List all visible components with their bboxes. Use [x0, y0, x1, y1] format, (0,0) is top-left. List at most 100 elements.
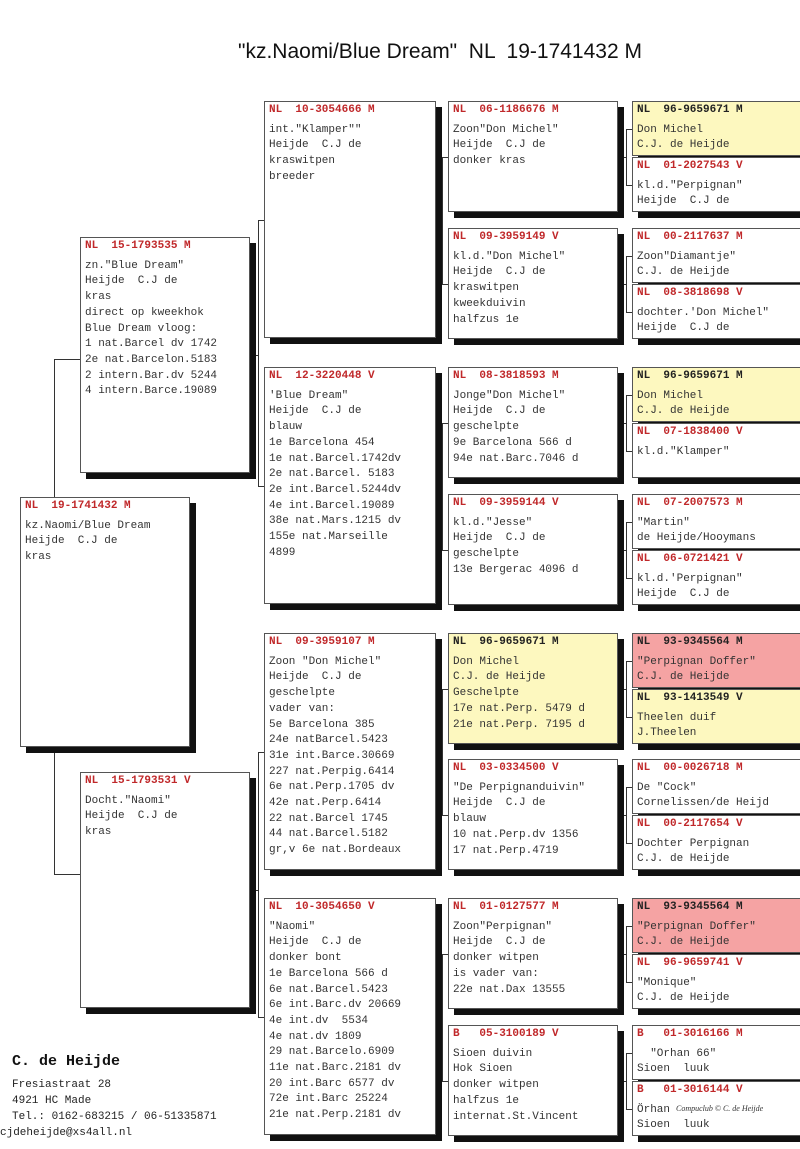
ancestor-bird-card[interactable]: NL 15-1793535 M zn."Blue Dream" Heijde C.J… [80, 237, 250, 473]
connector-line [624, 1080, 626, 1082]
ancestor-bird-card[interactable]: NL 06-1186676 M Zoon"Don Michel" Heijde C.… [448, 101, 618, 212]
ancestor-bird-card[interactable]: NL 93-1413549 V Theelen duif J.Theelen [632, 689, 800, 744]
bird-info-line: Heijde C.J de [269, 139, 362, 152]
ancestor-bird-card[interactable]: NL 09-3959144 V kl.d."Jesse" Heijde C.J de… [448, 494, 618, 605]
bird-info-line: De "Cock" [637, 781, 697, 794]
ancestor-bird-card[interactable]: NL 10-3054666 M int."Klamper"" Heijde C.J … [264, 101, 436, 338]
ring-number: NL 07-1838400 V [637, 426, 743, 438]
ancestor-bird-card[interactable]: NL 09-3959149 V kl.d."Don Michel" Heijde C… [448, 228, 618, 339]
connector-line [626, 842, 632, 844]
connector-line [442, 422, 448, 424]
connector-line [442, 283, 448, 285]
bird-info-line: 1 nat.Barcel dv 1742 [85, 338, 218, 351]
ring-number: NL 96-9659741 V [637, 957, 743, 969]
ancestor-bird-card[interactable]: NL 06-0721421 V kl.d.'Perpignan" Heijde C.… [632, 550, 800, 605]
ring-number: NL 10-3054650 V [269, 901, 375, 913]
ancestor-bird-card[interactable]: NL 07-1838400 V kl.d."Klamper" [632, 423, 800, 478]
ring-number: NL 07-2007573 M [637, 497, 743, 509]
bird-info-line: kl.d."Jesse" [453, 516, 533, 529]
ring-number: NL 19-1741432 M [25, 500, 131, 512]
bird-info-line: 4899 [269, 546, 296, 559]
ancestor-bird-card[interactable]: NL 08-3818593 M Jonge"Don Michel" Heijde C… [448, 367, 618, 478]
bird-info-line: kras [85, 291, 112, 304]
bird-info-line: "Perpignan Doffer" [637, 920, 756, 933]
connector-line [258, 751, 259, 1017]
bird-info-line: donker kras [453, 155, 526, 168]
ring-number: NL 06-1186676 M [453, 104, 559, 116]
bird-info-line: is vader van: [453, 967, 539, 980]
bird-info-line: 38e nat.Mars.1215 dv [269, 515, 402, 528]
ancestor-bird-card[interactable]: NL 15-1793531 V Docht."Naomi" Heijde C.J d… [80, 772, 250, 1008]
ancestor-bird-card[interactable]: NL 93-9345564 M "Perpignan Doffer" C.J. de… [632, 633, 800, 688]
ancestor-bird-card[interactable]: NL 96-9659671 M Don Michel C.J. de Heijde [632, 101, 800, 156]
bird-info-line: kl.d."Klamper" [637, 445, 730, 458]
connector-line [624, 814, 626, 816]
bird-info-line: Hok Sioen [453, 1063, 513, 1076]
connector-line [258, 219, 264, 221]
breeder-email[interactable]: cjdeheijde@xs4all.nl [0, 1127, 133, 1139]
ancestor-bird-card[interactable]: NL 96-9659671 M Don Michel C.J. de Heijde G… [448, 633, 618, 744]
bird-info-line: breeder [269, 170, 316, 183]
ring-number: NL 09-3959107 M [269, 636, 375, 648]
ancestor-bird-card[interactable]: NL 01-0127577 M Zoon"Perpignan" Heijde C.J… [448, 898, 618, 1009]
bird-info-line: Heijde C.J de [85, 810, 178, 823]
bird-info-line: Zoon "Don Michel" [269, 655, 382, 668]
connector-line [256, 355, 258, 356]
bird-info-line: Cornelissen/de Heijd [637, 797, 770, 810]
bird-info-line: 13e Bergerac 4096 d [453, 563, 579, 576]
bird-info-line: zn."Blue Dream" [85, 259, 185, 272]
connector-line [626, 394, 632, 396]
connector-line [624, 283, 626, 285]
bird-info-line: "Orhan 66" [637, 1047, 717, 1060]
connector-line [626, 786, 627, 843]
ancestor-bird-card[interactable]: NL 93-9345564 M "Perpignan Doffer" C.J. de… [632, 898, 800, 953]
bird-info-line: dochter.'Don Michel" [637, 306, 770, 319]
ancestor-bird-card[interactable]: NL 00-2117654 V Dochter Perpignan C.J. de … [632, 815, 800, 870]
bird-info-line: de Heijde/Hooymans [637, 532, 756, 545]
ring-number: NL 96-9659671 M [637, 370, 743, 382]
connector-line [442, 953, 443, 1081]
ancestor-bird-card[interactable]: NL 10-3054650 V "Naomi" Heijde C.J de donke… [264, 898, 436, 1135]
ring-number: NL 09-3959149 V [453, 231, 559, 243]
ancestor-bird-card[interactable]: B 01-3016166 M "Orhan 66" Sioen luuk [632, 1025, 800, 1080]
bird-info-line: Theelen duif [637, 711, 717, 724]
ancestor-bird-card[interactable]: NL 08-3818698 V dochter.'Don Michel" Heijd… [632, 284, 800, 339]
ancestor-bird-card[interactable]: NL 09-3959107 M Zoon "Don Michel" Heijde C… [264, 633, 436, 870]
bird-info-line: Örhan [637, 1103, 671, 1116]
connector-line [624, 953, 626, 955]
bird-info-line: kz.Naomi/Blue Dream [25, 519, 151, 532]
connector-line [54, 752, 55, 874]
ring-number: NL 00-2117637 M [637, 231, 743, 243]
bird-info-line: Jonge"Don Michel" [453, 389, 566, 402]
connector-line [624, 156, 626, 158]
bird-info-line: C.J. de Heijde [637, 992, 730, 1005]
bird-info-line: gr,v 6e nat.Bordeaux [269, 844, 402, 857]
bird-info-line: geschelpte [269, 687, 336, 700]
ancestor-bird-card[interactable]: NL 07-2007573 M "Martin" de Heijde/Hooyman… [632, 494, 800, 549]
connector-line [442, 953, 448, 955]
bird-info-line: 21e nat.Perp.2181 dv [269, 1109, 402, 1122]
bird-info-line: 31e int.Barce.30669 [269, 749, 395, 762]
bird-info-line: Zoon"Perpignan" [453, 920, 553, 933]
ancestor-bird-card[interactable]: B 05-3100189 V Sioen duivin Hok Sioen donke… [448, 1025, 618, 1136]
ancestor-bird-card[interactable]: NL 96-9659671 M Don Michel C.J. de Heijde [632, 367, 800, 422]
subject-bird-card[interactable]: NL 19-1741432 M kz.Naomi/Blue Dream Heijde… [20, 497, 190, 747]
ancestor-bird-card[interactable]: NL 00-0026718 M De "Cock" Cornelissen/de H… [632, 759, 800, 814]
ancestor-bird-card[interactable]: NL 00-2117637 M Zoon"Diamantje" C.J. de He… [632, 228, 800, 283]
connector-line [258, 219, 259, 486]
ancestor-bird-card[interactable]: NL 01-2027543 V kl.d."Perpignan" Heijde C.… [632, 157, 800, 212]
bird-info-line: 10 nat.Perp.dv 1356 [453, 828, 579, 841]
ring-number: NL 96-9659671 M [637, 104, 743, 116]
connector-line [258, 485, 264, 487]
bird-info-line: 4e nat.dv 1809 [269, 1030, 362, 1043]
ancestor-bird-card[interactable]: NL 12-3220448 V 'Blue Dream" Heijde C.J de… [264, 367, 436, 604]
bird-info-line: Heijde C.J de [453, 532, 546, 545]
ring-number: NL 00-0026718 M [637, 762, 743, 774]
ancestor-bird-card[interactable]: NL 03-0334500 V "De Perpignanduivin" Heijd… [448, 759, 618, 870]
ancestor-bird-card[interactable]: B 01-3016144 V Örhan Sioen luuk [632, 1081, 800, 1136]
ancestor-bird-card[interactable]: NL 96-9659741 V "Monique" C.J. de Heijde [632, 954, 800, 1009]
connector-line [442, 156, 448, 158]
ring-number: NL 93-9345564 M [637, 636, 743, 648]
bird-info-line: 'Blue Dream" [269, 389, 349, 402]
page-title: "kz.Naomi/Blue Dream" NL 19-1741432 M [238, 40, 642, 63]
